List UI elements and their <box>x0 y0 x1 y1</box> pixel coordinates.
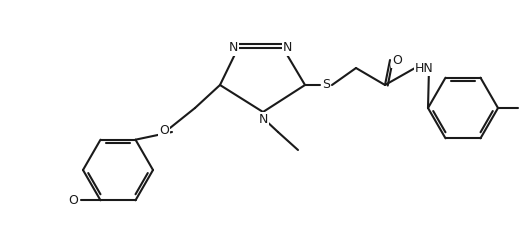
Text: N: N <box>258 113 268 126</box>
Text: O: O <box>69 194 78 207</box>
Text: S: S <box>322 78 330 91</box>
Text: HN: HN <box>415 61 434 74</box>
Text: O: O <box>159 123 169 136</box>
Text: N: N <box>228 41 238 54</box>
Text: O: O <box>392 53 402 66</box>
Text: N: N <box>283 41 292 54</box>
